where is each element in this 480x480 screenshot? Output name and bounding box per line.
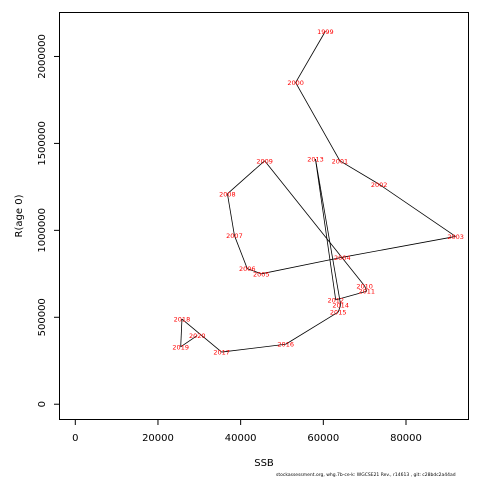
year-label: 2019	[172, 343, 189, 351]
year-label: 2011	[358, 288, 375, 296]
year-label: 2015	[330, 309, 347, 317]
year-label: 1999	[317, 28, 334, 36]
year-label: 2000	[287, 79, 304, 87]
year-label: 2005	[253, 270, 270, 278]
path-segment	[285, 311, 339, 345]
x-tick-label: 0	[72, 433, 78, 444]
path-segment	[227, 160, 265, 195]
y-tick-label: 500000	[37, 298, 48, 336]
year-label: 2017	[213, 349, 230, 357]
y-axis-title: R(age 0)	[14, 194, 25, 237]
x-tick-label: 60000	[307, 433, 339, 444]
y-tick-label: 2000000	[37, 34, 48, 79]
y-tick-label: 1000000	[37, 208, 48, 253]
y-tick-label: 1500000	[37, 121, 48, 166]
path-segment	[221, 343, 286, 353]
recruitment-path	[180, 31, 456, 353]
year-label: 2014	[332, 302, 349, 310]
path-segment	[181, 318, 222, 353]
year-label: 2008	[219, 190, 236, 198]
path-segment	[295, 82, 341, 161]
path-segment	[234, 235, 248, 269]
path-segment	[315, 158, 337, 300]
x-tick-label: 80000	[390, 433, 422, 444]
x-tick-label: 20000	[142, 433, 174, 444]
year-label: 2012	[327, 296, 344, 304]
year-label: 2013	[307, 156, 324, 164]
path-segment	[180, 319, 183, 347]
year-label: 2004	[334, 254, 351, 262]
year-label: 2009	[256, 157, 273, 165]
path-segment	[227, 193, 235, 236]
path-segment	[337, 304, 342, 313]
y-axis-ticks: 0 500000 1000000 1500000 2000000	[37, 34, 60, 407]
path-segment	[261, 256, 343, 275]
year-label: 2003	[447, 233, 464, 241]
footer-note: stockassessment.org, whg.7b-ce-k: WGCSE2…	[276, 473, 456, 478]
y-tick-label: 0	[37, 401, 48, 407]
year-label: 2006	[239, 265, 256, 273]
path-segment	[335, 290, 367, 301]
year-label: 2018	[174, 316, 191, 324]
path-segment	[247, 268, 262, 275]
path-segment	[339, 160, 380, 185]
year-label: 2007	[226, 232, 243, 240]
path-segment	[378, 183, 456, 237]
x-axis-title: SSB	[254, 458, 274, 469]
year-label: 2016	[277, 341, 294, 349]
year-label: 2010	[356, 282, 373, 290]
x-axis-ticks: 0 20000 40000 60000 80000	[72, 419, 422, 444]
path-segment	[315, 158, 342, 306]
x-tick-label: 40000	[225, 433, 257, 444]
path-segment	[264, 160, 365, 287]
path-segment	[180, 335, 198, 348]
plot-frame	[59, 12, 469, 420]
year-label: 2001	[332, 157, 349, 165]
year-label: 2002	[371, 181, 388, 189]
path-segment	[342, 236, 456, 258]
path-segment	[295, 31, 326, 83]
year-label: 2020	[189, 332, 206, 340]
path-segment	[364, 285, 368, 292]
